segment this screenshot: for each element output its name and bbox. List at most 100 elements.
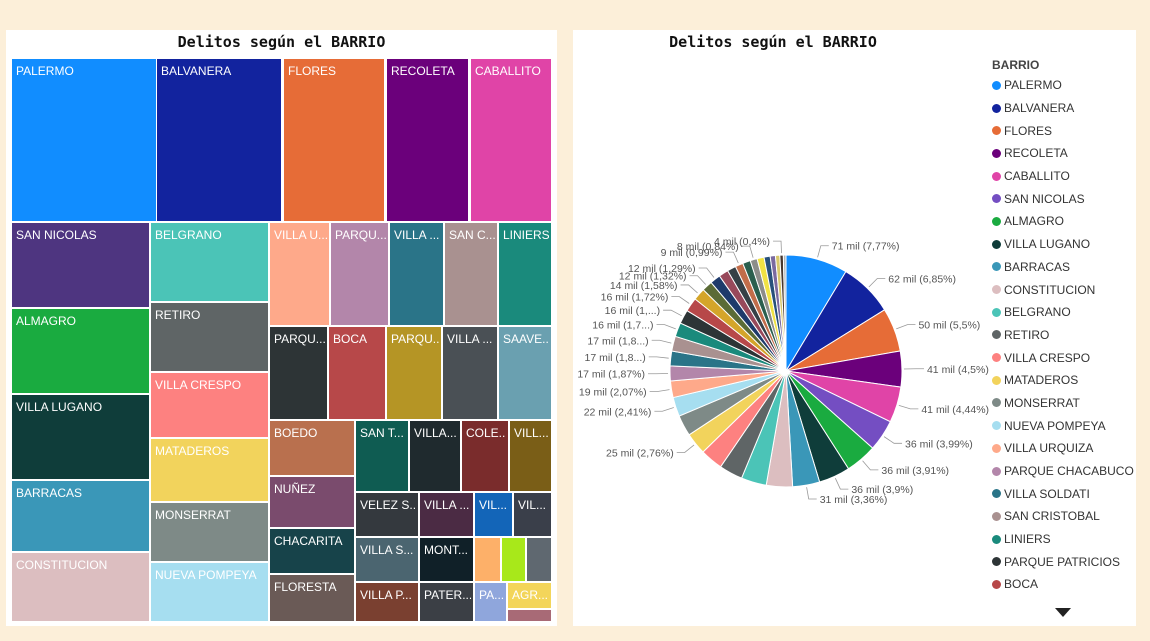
legend-label: MONSERRAT [1004, 395, 1080, 410]
treemap-tile[interactable]: NUÑEZ [269, 476, 355, 528]
treemap-tile[interactable]: PARQU... [386, 326, 442, 420]
legend-color-dot [992, 466, 1001, 476]
treemap-tile[interactable]: NUEVA POMPEYA [150, 562, 269, 622]
legend-item[interactable]: PARQUE PATRICIOS [992, 550, 1136, 573]
treemap-visual[interactable]: Delitos según el BARRIO PALERMO BALVANERA… [6, 30, 557, 626]
legend-item[interactable]: ALMAGRO [992, 210, 1136, 233]
legend-item[interactable]: BELGRANO [992, 301, 1136, 324]
treemap-tile-label: COLE... [466, 426, 506, 440]
treemap-tile-label: VILLA CRESPO [155, 378, 242, 392]
treemap-tile[interactable]: MONSERRAT [150, 502, 269, 562]
legend-label: VILLA CRESPO [1004, 350, 1091, 365]
legend-item[interactable]: CONSTITUCION [992, 278, 1136, 301]
treemap-tile[interactable]: SAN NICOLAS [11, 222, 150, 308]
pie-chart[interactable]: 71 mil (7,77%) 62 mil (6,85%) 50 mil (5,5%… [573, 30, 993, 626]
treemap-tile[interactable]: MATADEROS [150, 438, 269, 502]
treemap-tile[interactable]: BARRACAS [11, 480, 150, 552]
treemap-tile[interactable]: SAN T... [355, 420, 409, 492]
legend-item[interactable]: MONSERRAT [992, 392, 1136, 415]
treemap-tile-label: NUÑEZ [274, 482, 316, 496]
legend-item[interactable]: PARQUE CHACABUCO [992, 460, 1136, 483]
treemap-tile[interactable]: VILLA CRESPO [150, 372, 269, 438]
legend-color-dot [992, 443, 1001, 453]
legend-label: MATADEROS [1004, 373, 1079, 388]
treemap-tile[interactable]: VILLA LUGANO [11, 394, 150, 480]
treemap-tile-label: FLORES [288, 64, 337, 78]
legend-item[interactable]: FLORES [992, 119, 1136, 142]
treemap-tile[interactable]: VILLA U... [269, 222, 330, 326]
treemap-tile[interactable] [507, 609, 552, 622]
legend-item[interactable]: VILLA LUGANO [992, 233, 1136, 256]
legend-item[interactable]: PALERMO [992, 74, 1136, 97]
treemap-tile[interactable]: VIL... [474, 492, 513, 537]
pie-chart-visual[interactable]: Delitos según el BARRIO 71 mil (7,77%) 62… [573, 30, 1136, 626]
legend-item[interactable]: RECOLETA [992, 142, 1136, 165]
treemap-tile[interactable]: RETIRO [150, 302, 269, 372]
treemap-tile-label: SAAVE... [503, 332, 549, 346]
legend-item[interactable]: RETIRO [992, 324, 1136, 347]
legend-item[interactable]: VILLA SOLDATI [992, 482, 1136, 505]
treemap-tile[interactable]: CONSTITUCION [11, 552, 150, 622]
legend-item[interactable]: CABALLITO [992, 165, 1136, 188]
legend-item[interactable]: LINIERS [992, 528, 1136, 551]
pie-slice[interactable] [782, 254, 787, 372]
legend-color-dot [992, 239, 1001, 249]
treemap-tile[interactable]: COLE... [461, 420, 509, 492]
treemap-tile[interactable]: VILLA ... [442, 326, 498, 420]
treemap-tile[interactable]: RECOLETA [386, 58, 469, 222]
legend-item[interactable]: BALVANERA [992, 97, 1136, 120]
treemap-tile[interactable]: PALERMO [11, 58, 159, 222]
treemap-tile[interactable]: FLORESTA [269, 574, 355, 622]
treemap-tile[interactable]: PATER... [419, 582, 474, 622]
pie-data-label: 9 mil (0,99%) [661, 247, 723, 259]
treemap-tile[interactable]: BALVANERA [156, 58, 282, 222]
treemap-tile[interactable] [526, 537, 552, 582]
treemap-tile[interactable]: VILLA S... [355, 537, 419, 582]
legend-item[interactable]: VILLA CRESPO [992, 346, 1136, 369]
legend-label: NUEVA POMPEYA [1004, 418, 1106, 433]
treemap-tile[interactable]: VILLA ... [419, 492, 474, 537]
legend-item[interactable]: BOCA [992, 573, 1136, 596]
treemap-tile-label: CHACARITA [274, 534, 343, 548]
treemap-tile[interactable]: VILLA ... [389, 222, 444, 326]
treemap-tile[interactable]: LINIERS [498, 222, 552, 326]
treemap-tile[interactable]: CABALLITO [470, 58, 552, 222]
legend-color-dot [992, 307, 1001, 317]
treemap-tile-label: MATADEROS [155, 444, 230, 458]
treemap-tile[interactable]: PA... [474, 582, 507, 622]
treemap-tile[interactable]: FLORES [283, 58, 385, 222]
treemap-tile[interactable]: PARQU... [330, 222, 389, 326]
treemap-tile[interactable]: AGR... [507, 582, 552, 609]
treemap-tile[interactable]: BOCA [328, 326, 386, 420]
legend-item[interactable]: SAN CRISTOBAL [992, 505, 1136, 528]
legend-item[interactable]: MATADEROS [992, 369, 1136, 392]
treemap-tile[interactable]: VILLA... [409, 420, 461, 492]
legend-item[interactable]: BARRACAS [992, 256, 1136, 279]
treemap-tile[interactable]: BELGRANO [150, 222, 269, 302]
treemap-tile-label: LINIERS [503, 228, 549, 242]
treemap-tile[interactable]: VILLA P... [355, 582, 419, 622]
treemap-tile[interactable]: VIL... [513, 492, 552, 537]
legend-item[interactable]: VILLA URQUIZA [992, 437, 1136, 460]
treemap-tile[interactable]: SAN C... [444, 222, 498, 326]
treemap-tile-label: VILL... [514, 426, 549, 440]
legend-scroll-down-icon[interactable] [1055, 608, 1071, 617]
legend-item[interactable]: SAN NICOLAS [992, 187, 1136, 210]
treemap-tile[interactable]: ALMAGRO [11, 308, 150, 394]
pie-data-label: 41 mil (4,5%) [927, 364, 989, 376]
legend-color-dot [992, 171, 1001, 181]
legend-item[interactable]: NUEVA POMPEYA [992, 414, 1136, 437]
treemap-tile[interactable]: CHACARITA [269, 528, 355, 574]
treemap-tile[interactable] [474, 537, 501, 582]
treemap-tile[interactable]: VILL... [509, 420, 552, 492]
treemap-tile[interactable]: VELEZ S... [355, 492, 419, 537]
pie-leader-line [649, 389, 670, 392]
treemap-tile[interactable]: PARQU... [269, 326, 328, 420]
treemap-tile[interactable]: BOEDO [269, 420, 355, 476]
treemap-tile[interactable] [501, 537, 526, 582]
treemap-tile-label: VILLA ... [394, 228, 440, 242]
treemap-tile[interactable]: MONT... [419, 537, 474, 582]
pie-leader-line [725, 251, 739, 264]
legend-color-dot [992, 262, 1001, 272]
treemap-tile[interactable]: SAAVE... [498, 326, 552, 420]
